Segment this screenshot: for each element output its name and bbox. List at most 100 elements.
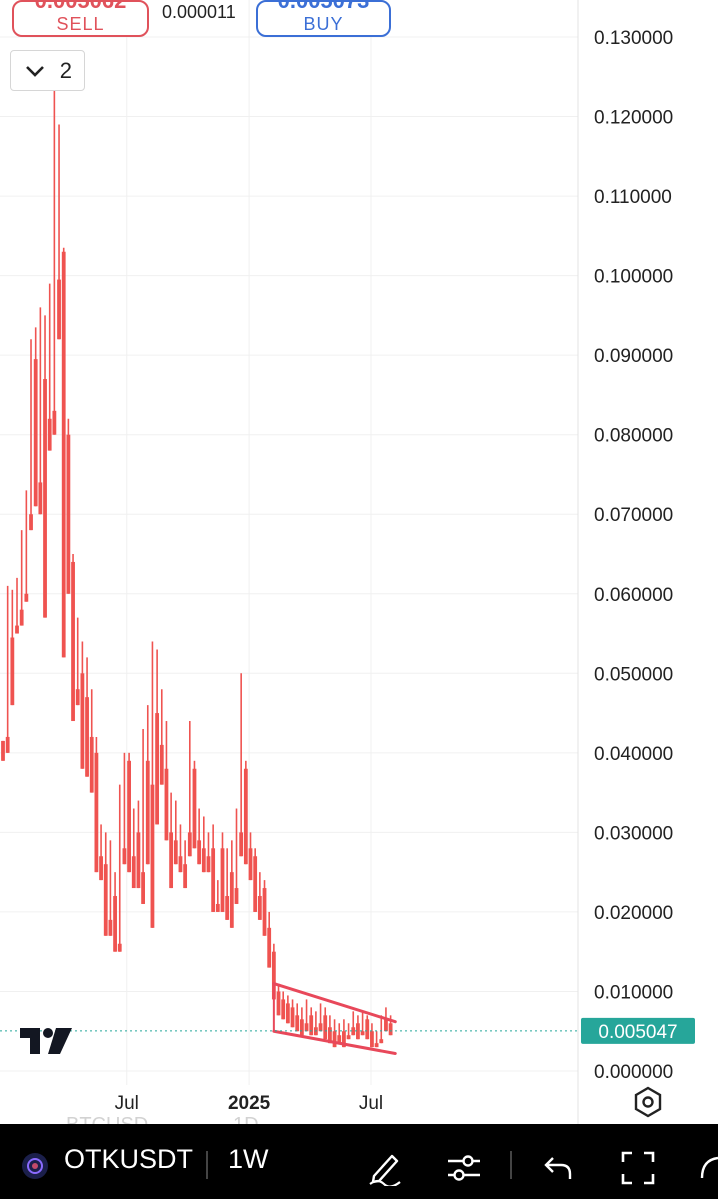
candle-body	[253, 856, 258, 912]
candle-body	[5, 736, 10, 753]
candle	[75, 617, 80, 706]
symbol-name[interactable]: OTKUSDT	[64, 1144, 194, 1174]
candle-body	[183, 864, 188, 889]
candle-body	[75, 689, 80, 706]
candle-body	[145, 760, 150, 865]
price-tick-label: 0.020000	[594, 903, 673, 924]
descending-wedge-pattern[interactable]	[272, 982, 397, 1056]
candle-body	[374, 1043, 379, 1048]
candle-body	[150, 784, 155, 928]
candle	[234, 808, 239, 904]
buy-label: BUY	[303, 14, 344, 34]
coin-logo-icon[interactable]	[21, 1152, 49, 1180]
price-tick-label: 0.070000	[594, 505, 673, 526]
candle	[220, 832, 225, 912]
candle	[356, 1015, 360, 1040]
collapse-indicators-dropdown[interactable]: 2	[10, 50, 85, 91]
candle	[43, 315, 47, 618]
price-tick-label: 0.030000	[594, 823, 673, 844]
candle-body	[52, 410, 57, 435]
candle	[225, 848, 230, 920]
candle-body	[141, 872, 145, 904]
trendline	[272, 982, 397, 1024]
candle	[248, 832, 253, 881]
candle	[262, 880, 267, 936]
candle-body	[178, 856, 183, 873]
price-tick-label: 0.060000	[594, 585, 673, 606]
candle	[108, 840, 113, 936]
candle-body	[169, 832, 174, 889]
candle	[99, 824, 103, 881]
candle-body	[173, 840, 178, 865]
candle-body	[19, 609, 24, 626]
candle	[285, 995, 290, 1024]
candle	[276, 983, 281, 1016]
candle-body	[117, 943, 122, 952]
candle-body	[276, 991, 281, 1016]
candle	[10, 589, 15, 706]
price-chart[interactable]: 0.130000 0.120000 0.110000 0.100000 0.090000…	[0, 0, 718, 1124]
candle-body	[229, 872, 234, 928]
bottom-toolbar: OTKUSDT 1W	[0, 1124, 718, 1199]
candle	[197, 808, 202, 865]
candle-body	[285, 1003, 290, 1024]
price-axis[interactable]: 0.130000 0.120000 0.110000 0.100000 0.090000…	[594, 28, 673, 1083]
candle	[89, 689, 94, 793]
chevron-down-icon	[26, 65, 44, 77]
toolbar-divider	[206, 1151, 208, 1179]
candle-body	[38, 482, 43, 515]
more-icon[interactable]	[700, 1156, 718, 1180]
candle-body	[211, 848, 216, 912]
timeframe-selector[interactable]: 1W	[228, 1144, 269, 1174]
candle-body	[206, 856, 211, 873]
trendline	[272, 1029, 397, 1056]
sell-button[interactable]: 0.005062 SELL	[12, 0, 149, 37]
time-axis[interactable]: Jul 2025 Jul	[115, 1093, 384, 1114]
candle	[295, 1003, 300, 1032]
indicators-sliders-icon[interactable]	[446, 1152, 482, 1184]
undo-icon[interactable]	[543, 1156, 573, 1180]
last-price-label: 0.005047	[598, 1022, 677, 1043]
candle	[379, 1015, 384, 1044]
candle-body	[225, 896, 230, 920]
candle	[388, 1015, 393, 1036]
candle-body	[304, 1023, 309, 1032]
drawing-pen-icon[interactable]	[366, 1148, 404, 1186]
candlestick-series	[1, 84, 393, 1048]
candle	[15, 577, 19, 634]
candle-body	[80, 673, 85, 769]
candle-body	[122, 848, 127, 865]
candle	[33, 327, 38, 507]
chart-grid	[0, 0, 578, 1085]
candle-body	[360, 1031, 365, 1036]
candle-body	[234, 888, 239, 904]
chart-settings-icon[interactable]	[631, 1085, 665, 1119]
candle-body	[103, 864, 108, 936]
candle	[57, 124, 61, 340]
candle-body	[323, 1015, 328, 1040]
candle-body	[299, 1019, 304, 1036]
time-tick-label: Jul	[359, 1093, 383, 1114]
candle-body	[85, 697, 89, 777]
price-tick-label: 0.010000	[594, 982, 673, 1003]
candle	[211, 824, 216, 912]
candle-body	[248, 848, 253, 881]
buy-button[interactable]: 0.005073 BUY	[256, 0, 391, 37]
candle	[281, 991, 286, 1020]
candle	[47, 283, 52, 451]
candle-body	[24, 593, 29, 602]
candle	[94, 736, 99, 873]
price-tick-label: 0.040000	[594, 744, 673, 765]
sell-label: SELL	[56, 14, 105, 34]
candle-body	[159, 744, 164, 785]
candle	[370, 1023, 374, 1048]
candle	[183, 840, 188, 889]
fullscreen-icon[interactable]	[620, 1150, 656, 1186]
candle-body	[342, 1031, 346, 1048]
candle	[243, 760, 248, 865]
tradingview-logo-icon[interactable]	[20, 1028, 72, 1056]
candle	[71, 554, 75, 722]
candle-body	[15, 625, 19, 634]
candle	[85, 657, 89, 777]
candle	[313, 1011, 318, 1036]
